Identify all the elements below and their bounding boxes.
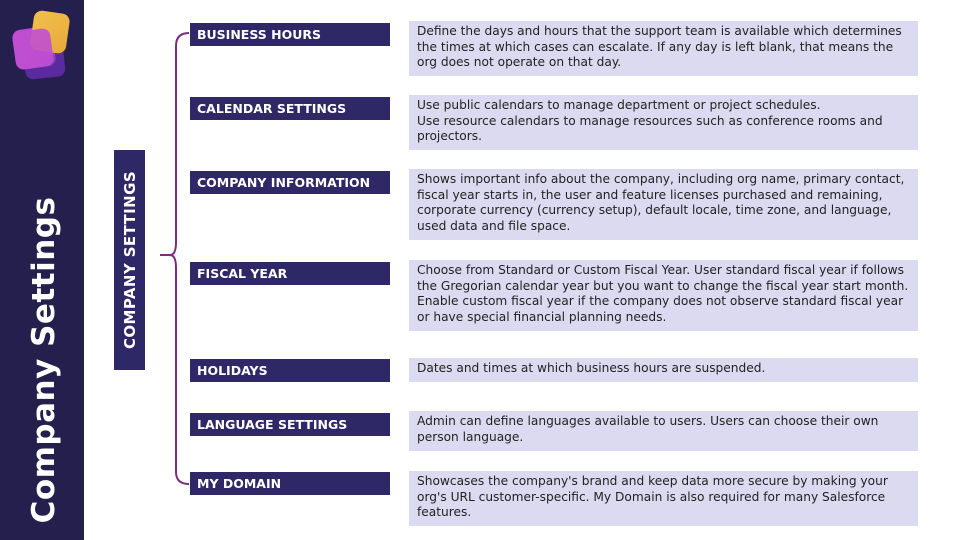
brace-spine — [169, 32, 190, 485]
row-label-company-information: COMPANY INFORMATION — [190, 171, 390, 194]
row-label-business-hours: BUSINESS HOURS — [190, 23, 390, 46]
row-label-my-domain: MY DOMAIN — [190, 472, 390, 495]
row-description-calendar-settings: Use public calendars to manage departmen… — [409, 95, 918, 150]
row-description-language-settings: Admin can define languages available to … — [409, 411, 918, 451]
row-description-my-domain: Showcases the company's brand and keep d… — [409, 471, 918, 526]
section-label: COMPANY SETTINGS — [114, 150, 145, 370]
row-label-holidays: HOLIDAYS — [190, 359, 390, 382]
row-description-holidays: Dates and times at which business hours … — [409, 358, 918, 382]
row-label-calendar-settings: CALENDAR SETTINGS — [190, 97, 390, 120]
row-description-fiscal-year: Choose from Standard or Custom Fiscal Ye… — [409, 260, 918, 331]
row-description-business-hours: Define the days and hours that the suppo… — [409, 21, 918, 76]
sidebar: Company Settings — [0, 0, 84, 540]
app-logo — [12, 10, 70, 80]
row-label-language-settings: LANGUAGE SETTINGS — [190, 413, 390, 436]
row-label-fiscal-year: FISCAL YEAR — [190, 262, 390, 285]
row-description-company-information: Shows important info about the company, … — [409, 169, 918, 240]
